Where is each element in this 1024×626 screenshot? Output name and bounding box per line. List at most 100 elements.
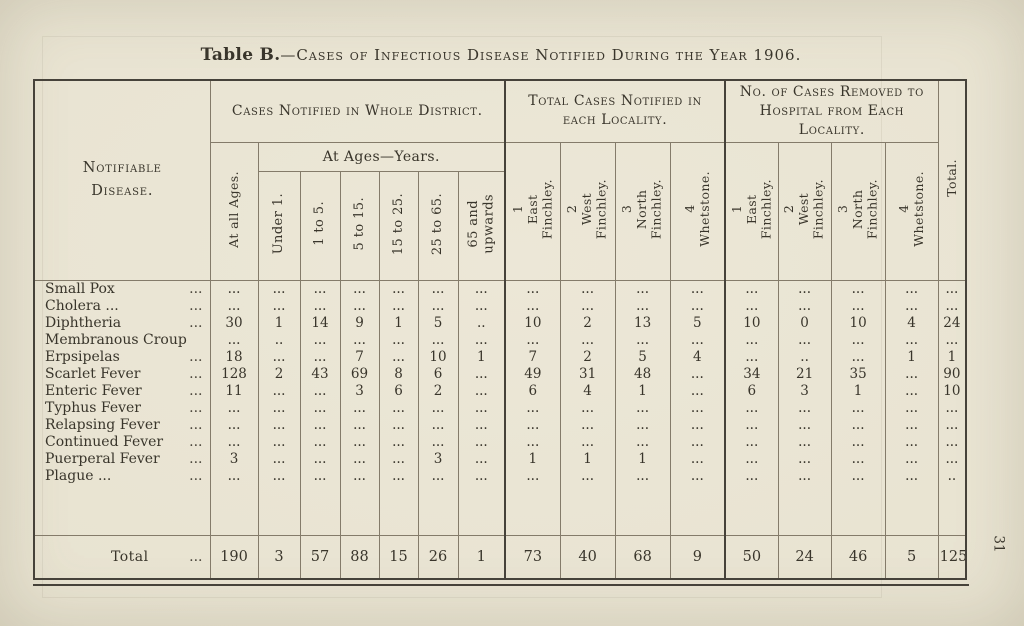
table-cell: ... (830, 280, 886, 298)
table-title: Table B.—Cases of Infectious Disease Not… (33, 45, 969, 65)
table-cell: ... (339, 331, 380, 349)
col-header-notified-west-finchley: 2 West Finchley. (559, 141, 616, 281)
table-cell: ... (884, 467, 939, 485)
table-cell: ... (614, 331, 671, 349)
leader-dots: ... (189, 450, 203, 467)
table-cell: ... (504, 467, 561, 485)
col-header-total-label: Total. (943, 159, 959, 198)
table-cell: ... (614, 467, 671, 485)
spacer-cell (417, 484, 459, 536)
leader-dots: ... (189, 382, 203, 399)
table-cell: ... (669, 433, 726, 451)
col-header-notified-whetstone: 4 Whetstone. (669, 141, 726, 281)
spacer-cell (339, 484, 380, 536)
table-cell: 1 (614, 382, 671, 400)
table-cell: ... (830, 399, 886, 417)
table-cell: ... (378, 331, 419, 349)
spacer-cell (504, 484, 561, 536)
table-cell: ... (299, 331, 341, 349)
table-cell: ... (559, 399, 616, 417)
total-cell: 1 (457, 535, 506, 579)
table-cell: ... (257, 399, 301, 417)
total-cell: 68 (614, 535, 671, 579)
table-cell: ... (209, 331, 259, 349)
table-cell: ... (884, 280, 939, 298)
table-cell: 14 (299, 314, 341, 332)
table-cell: 6 (504, 382, 561, 400)
table-cell: ... (777, 450, 832, 468)
table-cell: 21 (777, 365, 832, 383)
spacer-cell (457, 484, 506, 536)
table-cell: ... (669, 416, 726, 434)
table-cell: 1 (378, 314, 419, 332)
table-cell: ... (457, 416, 506, 434)
leader-dots: ... (189, 416, 203, 433)
total-cell: 88 (339, 535, 380, 579)
table-cell: ... (724, 348, 779, 366)
table-cell: ... (417, 399, 459, 417)
col-header-age-under-1: Under 1. (257, 170, 301, 281)
table-cell: ... (457, 297, 506, 315)
table-cell: ... (937, 433, 967, 451)
table-cell: 2 (257, 365, 301, 383)
disease-name-cell: Enteric Fever... (33, 382, 211, 400)
table-cell: ... (559, 467, 616, 485)
table-cell: 5 (417, 314, 459, 332)
table-cell: 7 (504, 348, 561, 366)
table-cell: ... (559, 280, 616, 298)
table-cell: 5 (669, 314, 726, 332)
total-cell: 190 (209, 535, 259, 579)
total-cell: 50 (724, 535, 779, 579)
table-cell: ... (724, 416, 779, 434)
disease-name: Typhus Fever (45, 399, 141, 416)
table-cell: 1 (559, 450, 616, 468)
table-cell: ... (257, 297, 301, 315)
table-cell: ... (777, 297, 832, 315)
table-cell: ... (559, 433, 616, 451)
table-cell: 6 (417, 365, 459, 383)
disease-name: Relapsing Fever (45, 416, 160, 433)
table-cell: ... (884, 399, 939, 417)
table-cell: ... (724, 467, 779, 485)
table-cell: ... (830, 348, 886, 366)
total-cell: 3 (257, 535, 301, 579)
table-cell: ... (669, 399, 726, 417)
disease-name: Puerperal Fever (45, 450, 160, 467)
table-cell: 3 (339, 382, 380, 400)
total-cell: 15 (378, 535, 419, 579)
table-row: Membranous Croup........................… (33, 331, 967, 349)
spacer-cell (724, 484, 779, 536)
table-cell: ... (299, 433, 341, 451)
table-cell: ... (417, 467, 459, 485)
table-cell: ... (669, 382, 726, 400)
table-cell: ... (669, 467, 726, 485)
col-header-at-all-ages: At all Ages. (209, 141, 259, 281)
disease-name: Erpsipelas (45, 348, 120, 365)
disease-name: Small Pox (45, 280, 115, 297)
table-cell: ... (417, 416, 459, 434)
table-cell: ... (614, 416, 671, 434)
table-cell: ... (209, 416, 259, 434)
table-cell: ... (378, 416, 419, 434)
total-cell: 73 (504, 535, 561, 579)
spacer-cell (884, 484, 939, 536)
table-cell: ... (504, 280, 561, 298)
disease-name-cell: Erpsipelas... (33, 348, 211, 366)
table-cell: ... (937, 450, 967, 468)
table-cell: 30 (209, 314, 259, 332)
spacer-cell (830, 484, 886, 536)
table-cell: ... (457, 450, 506, 468)
table-cell: ... (830, 416, 886, 434)
col-header-notified-east-finchley: 1 East Finchley. (504, 141, 561, 281)
col-header-age-65-and-upwards: 65 and upwards (457, 170, 506, 281)
table-cell: ... (257, 280, 301, 298)
total-cell: 26 (417, 535, 459, 579)
table-cell: 13 (614, 314, 671, 332)
table-cell: ... (457, 331, 506, 349)
table-cell: 11 (209, 382, 259, 400)
table-cell: 1 (504, 450, 561, 468)
table-cell: .. (777, 348, 832, 366)
table-cell: ... (504, 297, 561, 315)
table-cell: ... (339, 433, 380, 451)
